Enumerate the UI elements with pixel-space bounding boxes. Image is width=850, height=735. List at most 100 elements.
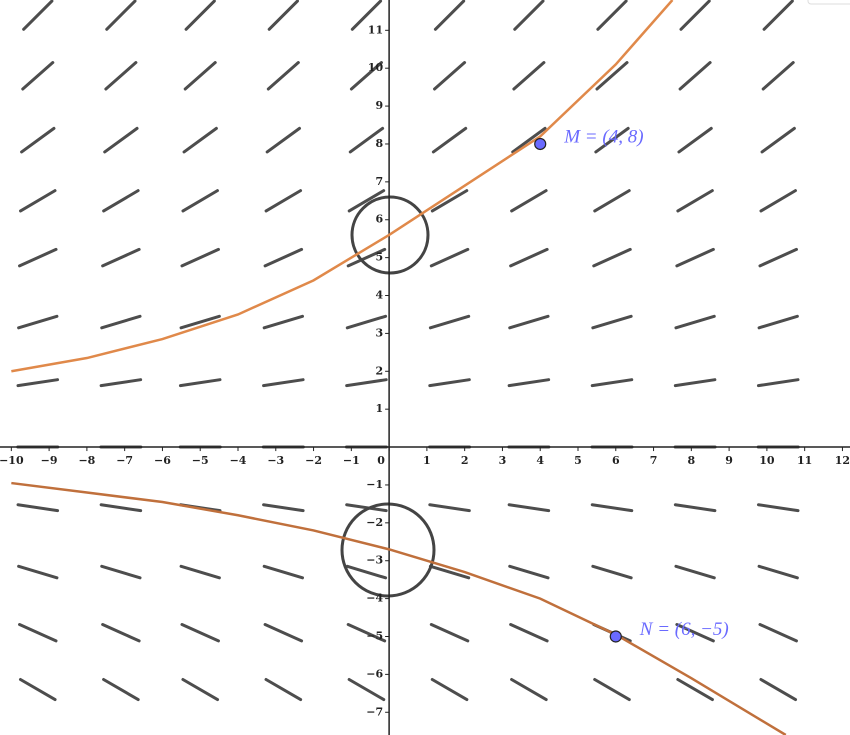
- slope-segment: [345, 564, 388, 580]
- circle: [340, 502, 436, 598]
- slope-segment: [105, 0, 137, 31]
- slope-segment: [429, 622, 470, 643]
- slope-segment: [18, 247, 58, 268]
- slope-segment: [675, 622, 715, 643]
- x-tick-label: −10: [0, 454, 24, 467]
- x-tick-label: −5: [192, 454, 209, 467]
- slope-segment: [21, 61, 55, 91]
- slope-segment: [430, 189, 469, 213]
- slope-segment: [17, 314, 59, 330]
- slope-segment: [511, 126, 547, 154]
- slope-segment: [20, 126, 56, 154]
- x-tick-label: 2: [461, 454, 469, 467]
- slope-segment: [507, 503, 551, 513]
- slope-segment: [591, 564, 633, 580]
- slope-segment: [346, 622, 387, 643]
- y-tick-label: −1: [366, 478, 383, 491]
- slope-segment: [591, 314, 633, 330]
- circle: [350, 195, 430, 275]
- x-tick-label: 9: [725, 454, 733, 467]
- slope-segment: [673, 503, 717, 513]
- slope-segment: [509, 247, 549, 268]
- x-tick-label: −3: [267, 454, 284, 467]
- x-tick-label: −7: [116, 454, 133, 467]
- x-tick-label: 12: [835, 454, 850, 467]
- slope-segment: [263, 247, 304, 268]
- x-tick-label: −2: [305, 454, 322, 467]
- y-tick-label: 3: [375, 326, 383, 339]
- slope-segment: [347, 189, 386, 213]
- slope-segment: [510, 678, 548, 702]
- slope-segment: [759, 189, 797, 213]
- x-tick-label: 11: [797, 454, 812, 467]
- slope-segment: [758, 247, 798, 268]
- x-tick-label: 8: [688, 454, 696, 467]
- slope-segment: [262, 564, 304, 580]
- y-tick-label: 10: [368, 61, 384, 74]
- slope-segment: [349, 61, 383, 91]
- slope-segment: [759, 678, 798, 702]
- solution-curve: [11, 0, 674, 373]
- slope-segment: [345, 314, 388, 330]
- slope-segment: [593, 189, 631, 213]
- slope-segment: [179, 314, 221, 330]
- slope-segment: [103, 126, 139, 154]
- x-tick-label: −9: [41, 454, 58, 467]
- x-tick-label: −4: [230, 454, 247, 467]
- point-label: N = (6, −5): [639, 619, 729, 640]
- point-label: M = (4, 8): [563, 126, 643, 147]
- slope-segment: [263, 622, 304, 643]
- slope-segment: [267, 0, 299, 31]
- slope-segment: [19, 189, 57, 213]
- slope-segment: [592, 247, 632, 268]
- slope-segment: [590, 378, 634, 388]
- slope-segment: [181, 678, 220, 702]
- slope-segment: [16, 378, 60, 388]
- slope-segment: [102, 678, 140, 702]
- slope-segment: [183, 61, 217, 91]
- slope-segment: [512, 61, 546, 91]
- slope-segment: [101, 622, 141, 643]
- slope-segment: [675, 247, 715, 268]
- slope-segment: [431, 126, 468, 154]
- slope-segment: [428, 314, 471, 330]
- slope-segment: [104, 61, 138, 91]
- x-tick-label: −1: [343, 454, 360, 467]
- slope-segment: [99, 378, 143, 388]
- y-tick-label: −7: [366, 705, 383, 718]
- slope-segment: [676, 678, 714, 702]
- slope-segment: [347, 678, 386, 702]
- y-tick-label: −2: [366, 516, 383, 529]
- slope-segment: [433, 61, 467, 91]
- slope-segment: [593, 678, 631, 702]
- slope-segment: [18, 622, 58, 643]
- x-tick-label: 1: [423, 454, 431, 467]
- toolbar-corner[interactable]: [807, 0, 850, 5]
- slope-segment: [430, 678, 469, 702]
- slope-segment: [433, 0, 466, 31]
- slope-segment: [762, 0, 794, 31]
- slope-segment: [17, 564, 59, 580]
- slope-segment: [264, 189, 303, 213]
- slope-segment: [22, 0, 54, 31]
- slope-segment: [181, 189, 219, 213]
- slope-segment: [346, 247, 387, 268]
- slope-segment: [262, 503, 305, 513]
- slope-segment: [180, 622, 220, 643]
- slope-segment: [590, 503, 634, 513]
- slope-segment: [596, 0, 628, 31]
- x-tick-label: 4: [536, 454, 544, 467]
- y-tick-label: 7: [375, 175, 383, 188]
- slope-segment: [266, 61, 300, 91]
- slope-segment: [262, 314, 304, 330]
- point: [534, 137, 547, 151]
- slope-segment: [178, 378, 222, 388]
- slope-segment: [265, 126, 301, 154]
- slope-segment: [508, 314, 550, 330]
- slope-segment: [16, 503, 60, 513]
- x-tick-label: 5: [574, 454, 582, 467]
- slope-segment: [760, 126, 796, 154]
- x-tick-label: −6: [154, 454, 171, 467]
- slope-segment: [757, 564, 799, 580]
